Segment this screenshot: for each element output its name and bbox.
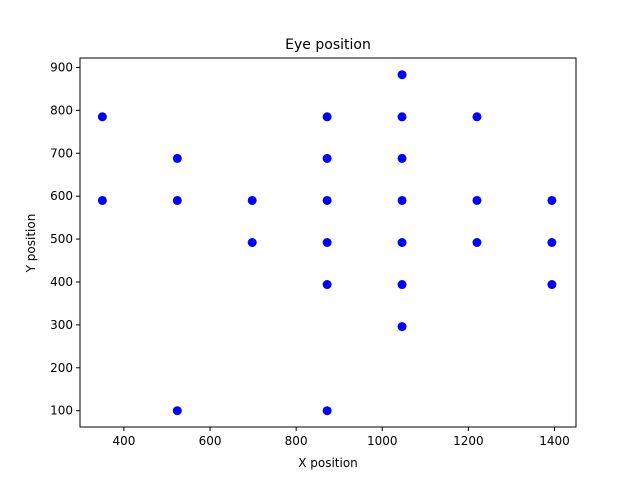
data-point [472,195,482,205]
data-point [472,112,482,122]
data-point [397,322,407,332]
data-point [322,112,332,122]
data-point [172,406,182,416]
plot-frame [79,57,577,428]
chart-title: Eye position [285,37,371,53]
x-tick-label: 800 [285,434,308,448]
data-point [547,195,557,205]
data-point [397,112,407,122]
y-tick-label: 900 [50,60,73,74]
data-point [172,153,182,163]
data-point [322,280,332,290]
y-tick-label: 300 [50,318,73,332]
data-point [547,280,557,290]
data-point [397,153,407,163]
data-point [322,406,332,416]
data-point [397,70,407,80]
x-axis-label: X position [298,456,358,470]
data-point [397,238,407,247]
data-point [322,195,332,205]
data-point [247,195,257,205]
y-tick-label: 400 [50,275,73,289]
data-point [97,195,107,205]
data-point [247,238,257,247]
data-point [172,195,182,205]
data-point [322,238,332,247]
x-tick-label: 1200 [453,434,484,448]
data-point [547,238,557,247]
y-tick-label: 700 [50,146,73,160]
y-axis-label: Y position [24,214,38,274]
y-tick-label: 500 [50,232,73,246]
x-axis-ticks: 400 600 800 1000 1200 1400 [112,427,570,448]
data-point [397,195,407,205]
x-tick-label: 400 [112,434,135,448]
y-tick-label: 600 [50,189,73,203]
data-point [322,153,332,163]
x-tick-label: 1000 [367,434,398,448]
data-point [472,238,482,247]
data-point [97,112,107,122]
y-tick-label: 200 [50,361,73,375]
y-tick-label: 100 [50,404,73,418]
y-axis-ticks: 100 200 300 400 500 600 700 800 900 [50,60,80,418]
x-tick-label: 600 [199,434,222,448]
data-point [397,280,407,290]
x-tick-label: 1400 [539,434,570,448]
y-tick-label: 800 [50,103,73,117]
points-layer [97,70,557,416]
